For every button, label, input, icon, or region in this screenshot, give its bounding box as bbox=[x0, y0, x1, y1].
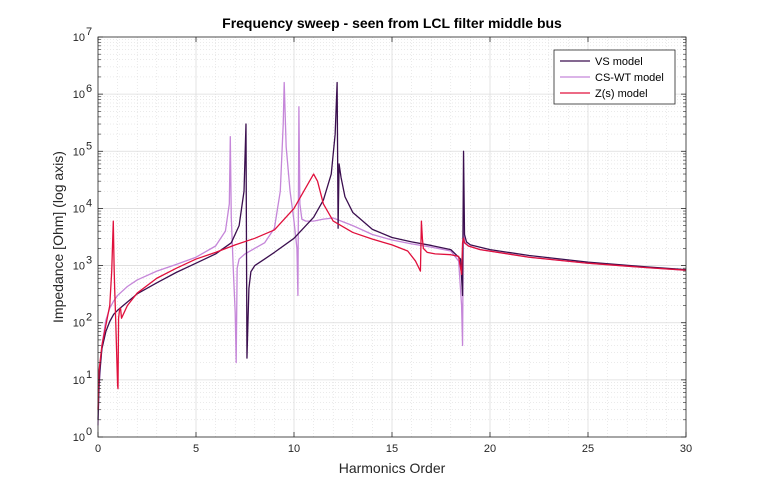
y-tick-label-exponent: 1 bbox=[86, 369, 92, 381]
y-tick-label-exponent: 7 bbox=[86, 26, 92, 38]
x-tick-label: 15 bbox=[386, 443, 398, 455]
tick-marks bbox=[97, 36, 687, 438]
y-tick-label: 10 bbox=[73, 146, 85, 158]
y-tick-label-exponent: 6 bbox=[86, 83, 92, 95]
x-tick-label: 20 bbox=[484, 443, 496, 455]
y-tick-label-exponent: 4 bbox=[86, 197, 92, 209]
series-line-cs-wt-model bbox=[97, 81, 687, 426]
legend-label-vs-model: VS model bbox=[595, 56, 643, 68]
x-axis-label: Harmonics Order bbox=[339, 460, 446, 476]
y-tick-label-exponent: 5 bbox=[86, 140, 92, 152]
x-tick-label: 0 bbox=[95, 443, 101, 455]
legend-label-cs-wt-model: CS-WT model bbox=[595, 72, 664, 84]
x-tick-label: 30 bbox=[680, 443, 692, 455]
y-tick-label-exponent: 2 bbox=[86, 312, 92, 324]
series-layer bbox=[97, 81, 687, 426]
y-tick-label: 10 bbox=[73, 318, 85, 330]
y-tick-label: 10 bbox=[73, 432, 85, 444]
chart-title: Frequency sweep - seen from LCL filter m… bbox=[222, 15, 562, 31]
y-axis-label: Impedance [Ohm] (log axis) bbox=[50, 151, 66, 323]
y-tick-label: 10 bbox=[73, 375, 85, 387]
x-tick-label: 25 bbox=[582, 443, 594, 455]
y-tick-label: 10 bbox=[73, 203, 85, 215]
x-tick-labels: 0 5 10 15 20 25 30 bbox=[95, 443, 692, 455]
x-tick-label: 5 bbox=[193, 443, 199, 455]
series-line-zs-model bbox=[97, 173, 687, 410]
series-line-vs-model bbox=[97, 81, 687, 420]
y-tick-label: 10 bbox=[73, 32, 85, 44]
legend-label-zs-model: Z(s) model bbox=[595, 88, 648, 100]
y-tick-label: 10 bbox=[73, 261, 85, 273]
y-tick-label: 10 bbox=[73, 89, 85, 101]
legend: VS model CS-WT model Z(s) model bbox=[553, 49, 676, 105]
y-tick-label-exponent: 3 bbox=[86, 255, 92, 267]
x-tick-label: 10 bbox=[288, 443, 300, 455]
y-tick-label-exponent: 0 bbox=[86, 426, 92, 438]
